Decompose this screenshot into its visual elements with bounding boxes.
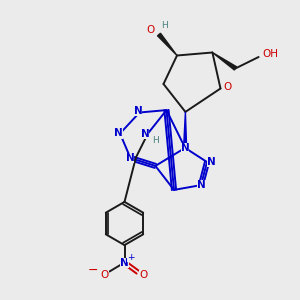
Polygon shape bbox=[184, 112, 187, 148]
Text: +: + bbox=[127, 253, 134, 262]
Text: N: N bbox=[134, 106, 142, 116]
Polygon shape bbox=[158, 33, 177, 56]
Text: N: N bbox=[197, 180, 206, 190]
Polygon shape bbox=[212, 52, 237, 70]
Text: N: N bbox=[181, 143, 190, 153]
Text: −: − bbox=[88, 264, 99, 278]
Text: O: O bbox=[146, 25, 155, 35]
Text: O: O bbox=[224, 82, 232, 92]
Text: H: H bbox=[161, 21, 168, 30]
Text: N: N bbox=[114, 128, 123, 139]
Text: N: N bbox=[140, 129, 149, 139]
Text: H: H bbox=[152, 136, 159, 145]
Text: OH: OH bbox=[262, 49, 278, 59]
Text: N: N bbox=[207, 157, 216, 167]
Text: N: N bbox=[125, 153, 134, 163]
Text: O: O bbox=[100, 270, 109, 280]
Text: O: O bbox=[139, 270, 147, 280]
Text: N: N bbox=[120, 257, 129, 268]
